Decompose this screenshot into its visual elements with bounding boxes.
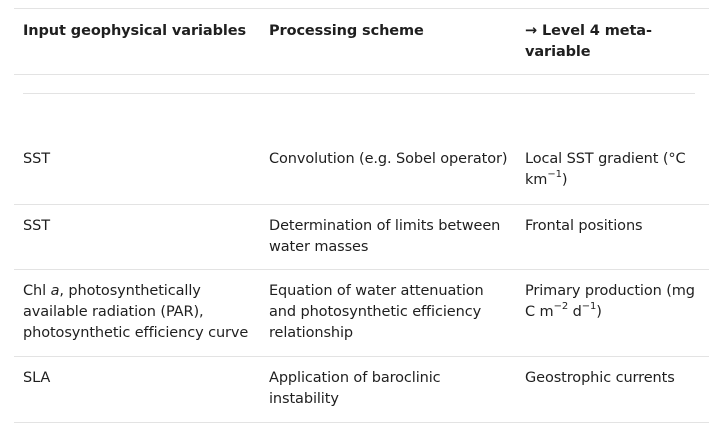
row-input: SST	[23, 218, 50, 234]
header-level4-line1: → Level 4 meta-	[525, 23, 652, 39]
row-processing-line1: Application of baroclinic	[269, 370, 441, 386]
row-processing: Equation of water attenuation and photos…	[269, 281, 509, 344]
table-row: Chl a, photosynthetically available radi…	[14, 270, 709, 357]
row-output-exponent-2: −1	[581, 301, 597, 313]
row-processing-line2: instability	[269, 391, 339, 407]
row-input: SST	[23, 151, 50, 167]
table-header-row: Input geophysical variables Processing s…	[14, 9, 709, 75]
table-row: SST Convolution (e.g. Sobel operator) Lo…	[14, 138, 709, 205]
row-output-close-paren: )	[561, 172, 568, 188]
row-output-unit-a: C m	[525, 304, 554, 320]
row-input-line1-rest: , photosynthetically	[59, 283, 201, 299]
row-input-line3: photosynthetic efficiency curve	[23, 325, 249, 341]
header-level4-line2: variable	[525, 44, 591, 60]
row-output-unit-b: d	[568, 304, 582, 320]
row-output-unit-exponent: −1	[547, 169, 562, 181]
row-processing: Convolution (e.g. Sobel operator)	[269, 151, 508, 167]
row-output-line1: Local SST gradient (°C	[525, 151, 686, 167]
row-processing-line3: relationship	[269, 325, 354, 341]
row-output-close-paren: )	[596, 304, 602, 320]
row-processing: Determination of limits between water ma…	[269, 216, 509, 258]
row-processing-line1: Determination of limits between	[269, 218, 501, 234]
row-processing: Application of baroclinic instability	[269, 368, 509, 410]
row-output: Frontal positions	[525, 218, 643, 234]
table-row: SLA Application of baroclinic instabilit…	[14, 357, 709, 423]
row-input-chl-italic: a	[50, 283, 60, 299]
row-input-line2: available radiation (PAR),	[23, 304, 204, 320]
row-processing-line2: water masses	[269, 239, 369, 255]
data-table: Input geophysical variables Processing s…	[14, 8, 709, 423]
table-row: SST Determination of limits between wate…	[14, 205, 709, 270]
row-processing-line1: Equation of water attenuation	[269, 283, 484, 299]
row-output: Geostrophic currents	[525, 370, 675, 386]
header-spacer-rule	[23, 75, 695, 94]
row-output: Local SST gradient (°C km−1)	[525, 149, 701, 191]
table-empty-gap	[14, 94, 709, 138]
header-level4-meta-variable: → Level 4 meta- variable	[525, 21, 701, 63]
row-processing-line2: and photosynthetic efficiency	[269, 304, 482, 320]
row-output-unit: km	[525, 172, 548, 188]
row-output: Primary production (mg C m−2 d−1)	[525, 281, 701, 323]
header-input-variables: Input geophysical variables	[23, 23, 246, 39]
header-processing-scheme: Processing scheme	[269, 23, 424, 39]
row-output-line1: Primary production (mg	[525, 283, 695, 299]
row-input: Chl a, photosynthetically available radi…	[23, 281, 258, 344]
row-input-chl: Chl	[23, 283, 51, 299]
row-output-exponent-1: −2	[553, 301, 569, 313]
row-input: SLA	[23, 370, 51, 386]
